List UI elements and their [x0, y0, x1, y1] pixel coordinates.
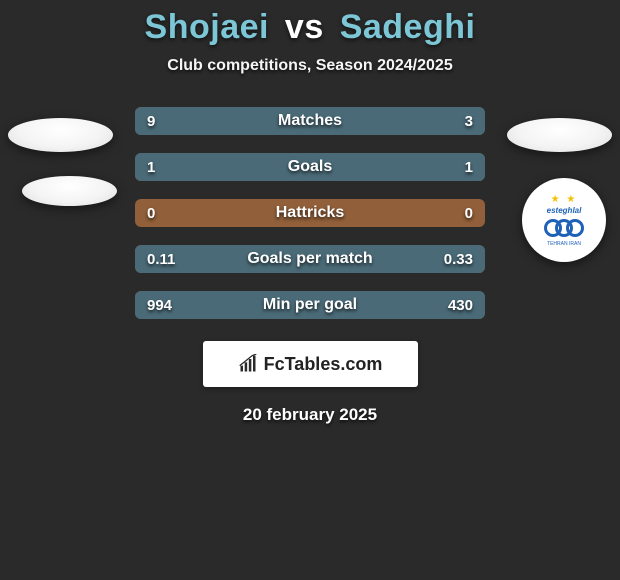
stat-row: 994430Min per goal [135, 291, 485, 319]
title-vs: vs [285, 8, 324, 46]
player-left-avatar-placeholder [8, 118, 113, 152]
comparison-title: Shojaei vs Sadeghi [0, 0, 620, 47]
stat-label: Matches [135, 112, 485, 130]
stat-row: 11Goals [135, 153, 485, 181]
brand-watermark: FcTables.com [203, 341, 418, 387]
club-badge-script: esteghlal [547, 206, 582, 215]
club-badge-subtext: TEHRAN IRAN [547, 241, 581, 247]
title-right-player: Sadeghi [340, 8, 476, 46]
comparison-date: 20 february 2025 [0, 405, 620, 425]
stat-label: Min per goal [135, 296, 485, 314]
stat-row: 00Hattricks [135, 199, 485, 227]
stat-row: 93Matches [135, 107, 485, 135]
bar-chart-icon [238, 354, 258, 374]
club-badge-stars-icon: ★ ★ [551, 194, 578, 205]
stats-container: 93Matches 11Goals 00Hattricks 0.110.33Goals… [135, 107, 485, 319]
stat-label: Hattricks [135, 204, 485, 222]
player-left-club-placeholder [22, 176, 117, 206]
comparison-subtitle: Club competitions, Season 2024/2025 [0, 57, 620, 75]
player-right-club-badge: ★ ★ esteghlal TEHRAN IRAN [522, 178, 606, 262]
player-right-avatar-placeholder [507, 118, 612, 152]
stat-row: 0.110.33Goals per match [135, 245, 485, 273]
stat-label: Goals [135, 158, 485, 176]
brand-text: FcTables.com [264, 354, 383, 375]
club-badge-rings-icon [544, 216, 584, 240]
title-left-player: Shojaei [145, 8, 269, 46]
stat-label: Goals per match [135, 250, 485, 268]
